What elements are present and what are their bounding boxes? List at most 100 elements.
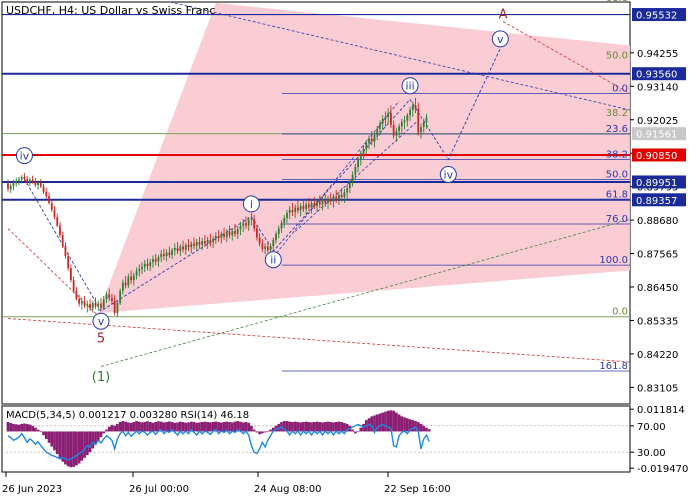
candle [102, 296, 105, 310]
candle [72, 276, 75, 293]
candle-body [173, 248, 176, 251]
candle [121, 279, 124, 295]
macd-bar [126, 422, 130, 432]
macd-bar [228, 422, 231, 432]
candle-body [23, 176, 26, 179]
candle [422, 119, 425, 133]
candle [209, 233, 212, 247]
macd-bar [148, 422, 152, 432]
macd-bar [343, 422, 346, 432]
candle [193, 237, 195, 250]
candle-body [409, 110, 411, 116]
candle [392, 120, 395, 139]
fib-left-label-2: 38.2 [606, 108, 628, 119]
candle-body [135, 271, 138, 276]
candle [370, 131, 373, 146]
candle-body [176, 248, 179, 251]
candle-body [143, 263, 146, 267]
candle [318, 195, 321, 209]
macd-bar [107, 426, 111, 432]
macd-bar [370, 416, 374, 432]
candle-body [187, 245, 190, 248]
candle [390, 105, 392, 128]
candle-body [346, 188, 349, 193]
candle [7, 179, 9, 192]
wave-channel-a [272, 100, 400, 258]
candle-body [18, 179, 20, 181]
candle [316, 198, 318, 212]
macd-bar [203, 421, 207, 432]
candle-body [370, 138, 373, 142]
macd-bar [239, 421, 242, 432]
red-projection-top [502, 21, 631, 94]
macd-bar [236, 421, 240, 432]
wave-label-text: iv [444, 169, 454, 182]
macd-bar [392, 410, 395, 432]
candle [64, 242, 67, 259]
indicator-tick-label-3: -0.019470 [637, 464, 688, 475]
candle-body [359, 153, 362, 161]
macd-bar [329, 422, 333, 432]
candle-body [94, 302, 97, 307]
candle [61, 231, 64, 248]
candle-body [253, 218, 256, 229]
candle [91, 301, 94, 313]
indicator-panel-frame [1, 405, 631, 473]
candle-body [12, 182, 15, 186]
candle [143, 260, 146, 272]
macd-bar [69, 431, 73, 468]
candle [343, 188, 346, 203]
wave-label-7: iv [439, 166, 457, 183]
candle [100, 298, 102, 311]
candle [307, 197, 310, 211]
price-tag-box [632, 67, 686, 81]
candle-body [198, 242, 201, 245]
candle-body [365, 143, 368, 149]
macd-bar [411, 420, 415, 432]
macd-bar [14, 424, 18, 432]
candle [403, 116, 406, 130]
macd-bar [332, 422, 335, 432]
candle [272, 237, 275, 250]
candle-body [384, 116, 387, 119]
candle [384, 111, 387, 127]
candle-body [305, 204, 308, 209]
macd-bar [414, 421, 417, 432]
candle [231, 227, 234, 241]
macd-bar [403, 417, 406, 432]
wave-label-circle [491, 30, 509, 48]
macd-bar [219, 422, 223, 432]
price-tag-text: 0.90850 [636, 151, 677, 162]
candle [149, 259, 152, 272]
macd-bar [340, 422, 344, 432]
candle [220, 231, 223, 244]
macd-bar [356, 431, 360, 433]
candle-body [141, 266, 143, 269]
candle [212, 236, 215, 248]
candle-body [403, 120, 406, 122]
candle-body [318, 201, 321, 205]
candle-body [422, 122, 425, 128]
candle [291, 203, 294, 216]
macd-bar [83, 431, 86, 458]
macd-bar [381, 412, 385, 432]
wave-label-0: iv [15, 147, 33, 165]
candle [310, 200, 313, 214]
candle [214, 232, 217, 245]
macd-bar [113, 425, 117, 432]
macd-bar [405, 418, 409, 432]
candle-body [220, 233, 223, 239]
candle-body [425, 117, 428, 122]
macd-bar [230, 422, 234, 432]
candle-body [288, 209, 291, 213]
candle-body [195, 242, 198, 246]
candle-body [116, 302, 119, 314]
candle [75, 287, 78, 301]
candle [70, 264, 72, 283]
macd-bar [288, 421, 292, 432]
candle-body [127, 276, 130, 286]
candle [294, 204, 297, 218]
macd-bar [42, 431, 45, 436]
candle-body [338, 194, 340, 200]
candle-body [165, 252, 168, 257]
